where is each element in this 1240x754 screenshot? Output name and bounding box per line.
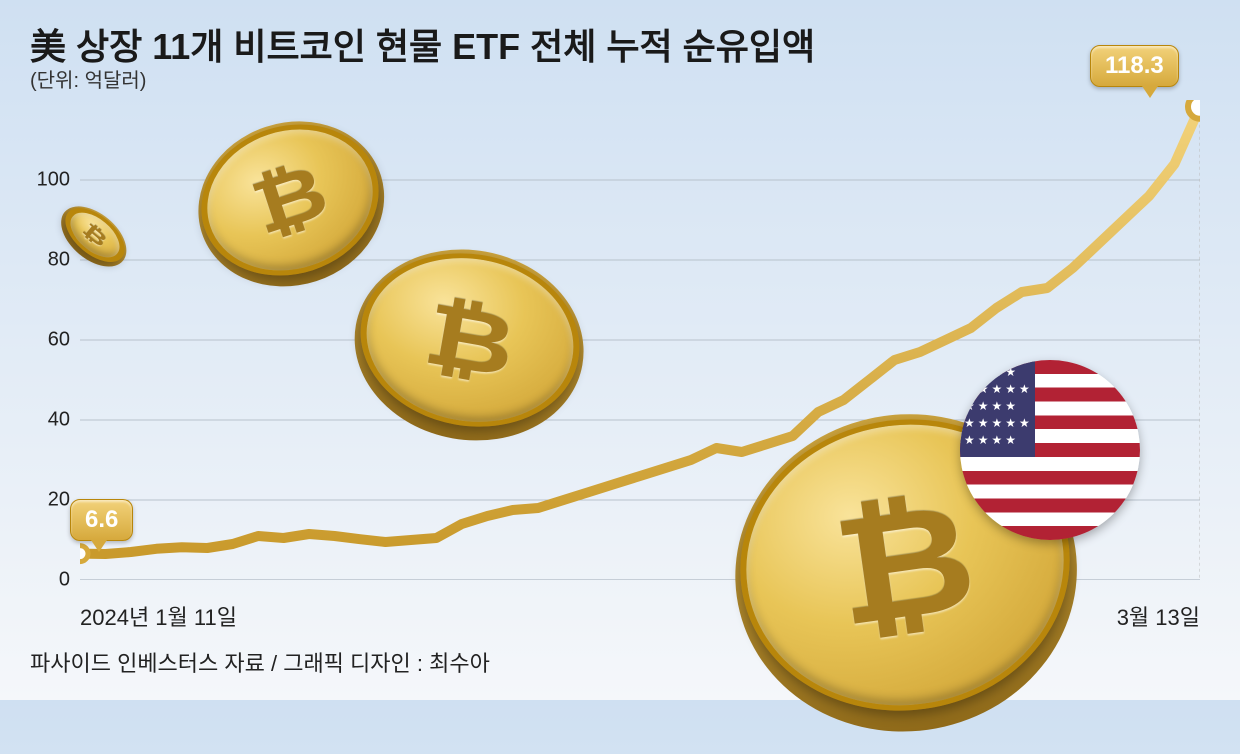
y-axis-tick: 100	[30, 169, 70, 192]
end-point-marker	[1188, 100, 1200, 119]
source-credit: 파사이드 인베스터스 자료 / 그래픽 디자인 : 최수아	[30, 646, 490, 678]
bitcoin-symbol: ₿	[78, 219, 111, 251]
end-value-text: 118.3	[1105, 52, 1164, 79]
y-axis-tick: 80	[30, 249, 70, 272]
chart-unit: (단위: 억달러)	[30, 64, 146, 93]
start-value-callout: 6.6	[70, 499, 133, 541]
start-point-marker	[80, 546, 88, 562]
bitcoin-symbol: ₿	[417, 283, 522, 396]
start-value-text: 6.6	[85, 506, 118, 533]
bitcoin-symbol: ₿	[242, 149, 338, 252]
chart-title: 美 상장 11개 비트코인 현물 ETF 전체 누적 순유입액	[30, 18, 815, 70]
y-axis-tick: 0	[30, 569, 70, 592]
x-axis-end-label: 3월 13일	[1117, 600, 1200, 632]
us-flag-icon	[960, 360, 1140, 540]
y-axis-tick: 20	[30, 489, 70, 512]
y-axis-tick: 60	[30, 329, 70, 352]
end-value-callout: 118.3	[1090, 45, 1179, 87]
y-axis-tick: 40	[30, 409, 70, 432]
x-axis-start-label: 2024년 1월 11일	[80, 600, 237, 632]
